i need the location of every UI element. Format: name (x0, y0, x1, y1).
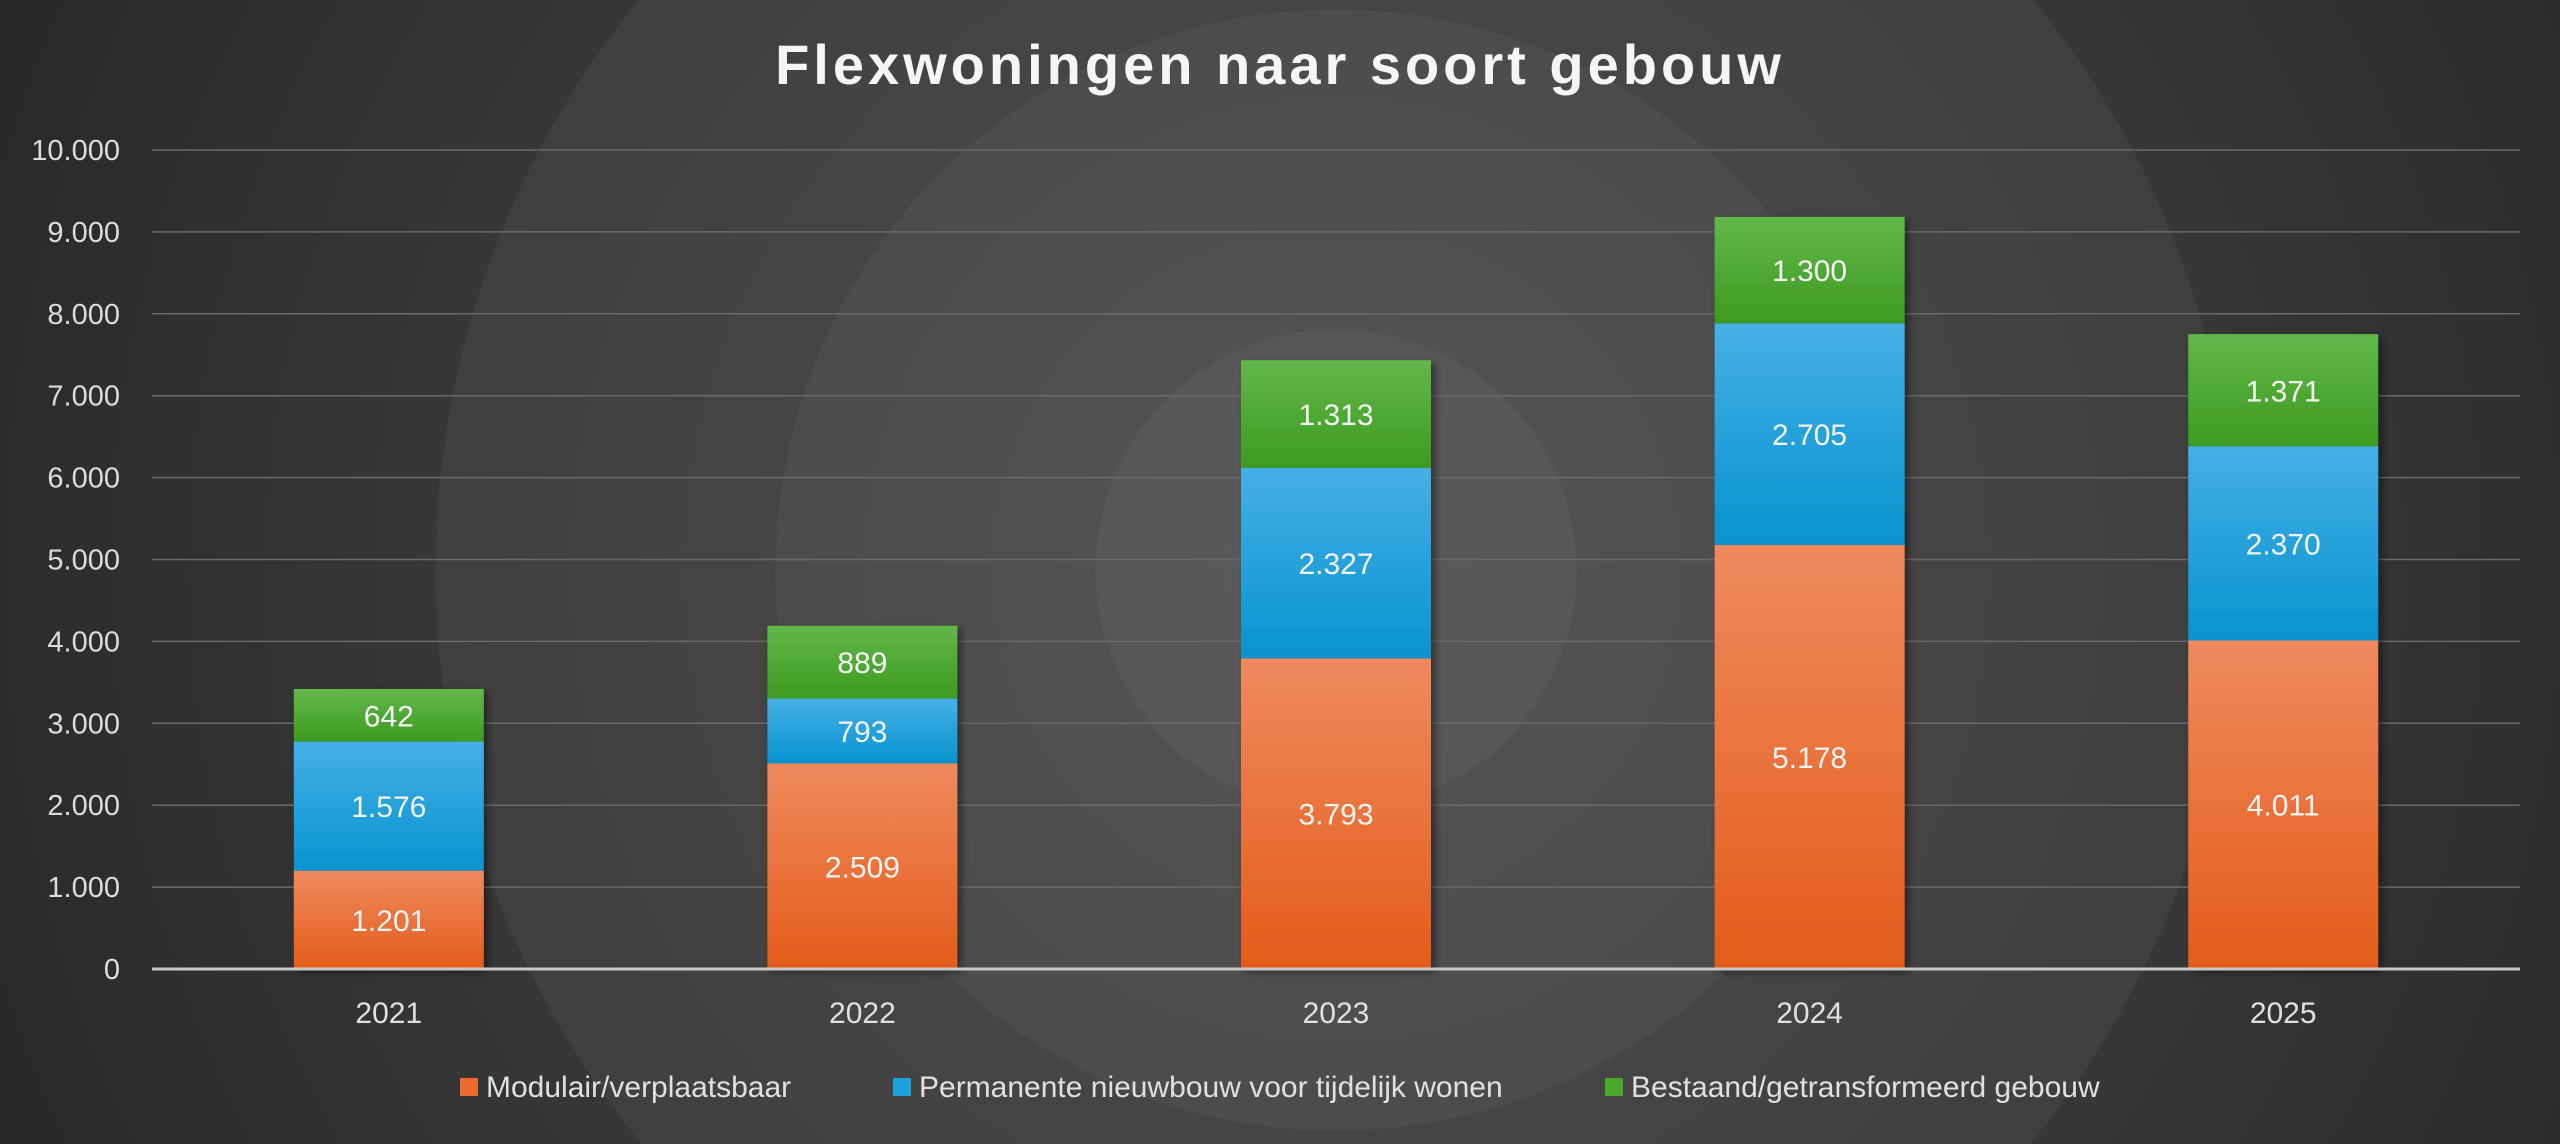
data-label: 642 (364, 700, 414, 733)
bar-segment (767, 698, 958, 764)
data-label: 5.178 (1772, 742, 1847, 775)
legend: Modulair/verplaatsbaar Permanente nieuwbo… (460, 1071, 2100, 1104)
data-label: 4.011 (2247, 790, 2320, 823)
x-tick-label: 2024 (1776, 997, 1843, 1030)
legend-label: Permanente nieuwbouw voor tijdelijk wone… (919, 1071, 1503, 1104)
x-tick-label: 2023 (1303, 997, 1370, 1030)
data-label: 793 (837, 716, 887, 749)
data-label: 1.371 (2246, 375, 2321, 408)
x-tick-label: 2025 (2250, 997, 2317, 1030)
bar-segment (1714, 544, 1905, 969)
y-tick-label: 9.000 (47, 217, 120, 249)
y-tick-label: 6.000 (47, 463, 120, 495)
legend-swatch (460, 1078, 478, 1096)
data-label: 2.370 (2246, 528, 2321, 561)
chart-title: Flexwoningen naar soort gebouw (775, 33, 1785, 96)
y-tick-label: 0 (104, 954, 120, 986)
data-label: 1.201 (351, 905, 426, 938)
bar-segment (767, 625, 958, 699)
x-tick-label: 2021 (355, 997, 422, 1030)
bar-segment (1714, 216, 1905, 324)
bar-segment (293, 870, 484, 969)
y-tick-label: 1.000 (47, 872, 120, 904)
data-label: 889 (837, 647, 887, 680)
data-label: 2.705 (1772, 419, 1847, 452)
y-tick-label: 7.000 (47, 381, 120, 413)
bar-segment (1714, 323, 1905, 545)
legend-swatch (893, 1078, 911, 1096)
bar-segment (1241, 467, 1431, 659)
bar-stack-2021 (293, 688, 484, 969)
bar-stack-2023 (1241, 360, 1431, 969)
y-tick-label: 5.000 (47, 545, 120, 577)
y-tick-label: 2.000 (47, 790, 120, 822)
legend-label: Modulair/verplaatsbaar (486, 1071, 791, 1104)
bar-stack-2022 (767, 625, 958, 969)
bar-segment (293, 741, 484, 871)
bar-segment (2188, 334, 2379, 447)
bar-segment (1241, 658, 1431, 969)
y-tick-label: 4.000 (47, 626, 120, 658)
bar-segment (2188, 446, 2379, 641)
bar-stack-2024 (1714, 216, 1905, 969)
bar-segment (767, 763, 958, 969)
bar-stack-2025 (2188, 334, 2379, 969)
data-label: 2.509 (825, 851, 900, 884)
data-label: 1.313 (1298, 399, 1373, 432)
x-tick-label: 2022 (829, 997, 896, 1030)
legend-swatch (1605, 1078, 1623, 1096)
y-tick-label: 8.000 (47, 299, 120, 331)
data-label: 1.576 (351, 791, 426, 824)
data-label: 2.327 (1298, 548, 1373, 581)
bar-segment (1241, 360, 1431, 468)
bar-segment (293, 688, 484, 742)
legend-label: Bestaand/getransformeerd gebouw (1631, 1071, 2100, 1104)
y-tick-label: 3.000 (47, 708, 120, 740)
data-label: 1.300 (1772, 255, 1847, 288)
data-label: 3.793 (1298, 799, 1373, 832)
bar-segment (2188, 640, 2379, 969)
y-tick-label: 10.000 (31, 135, 120, 167)
